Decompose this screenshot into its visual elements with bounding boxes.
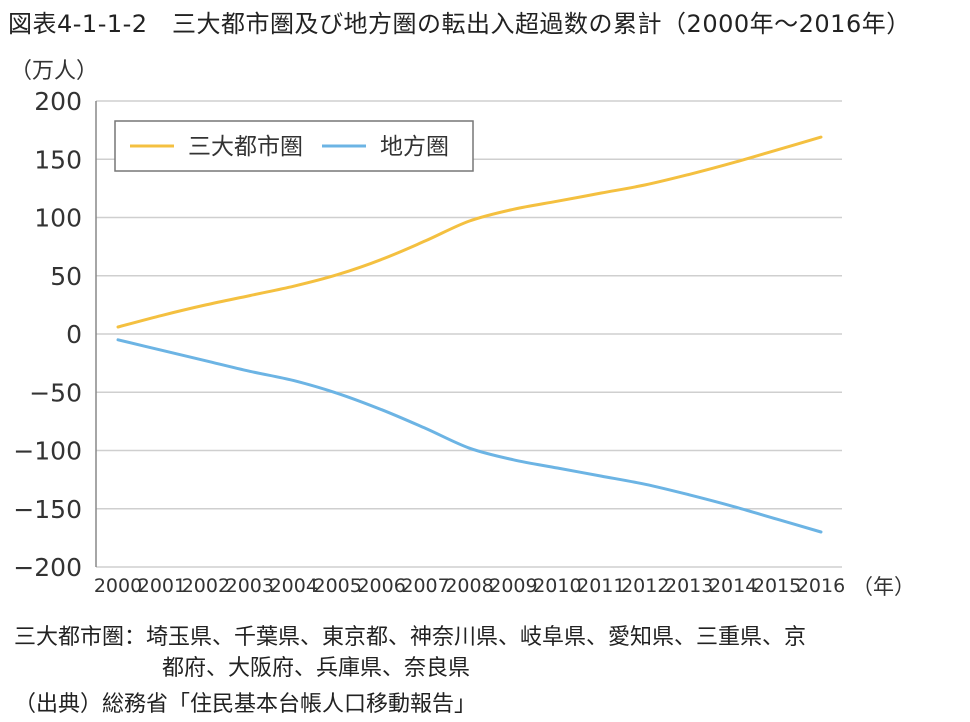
y-tick-label: −200 <box>13 553 82 582</box>
x-tick-label: 2001 <box>138 575 186 597</box>
y-tick-label: 100 <box>34 204 82 233</box>
x-tick-label: 2004 <box>270 575 318 597</box>
y-tick-label: 0 <box>66 320 82 349</box>
x-tick-label: 2003 <box>226 575 274 597</box>
series-line-1 <box>116 338 823 534</box>
legend-box <box>114 120 474 172</box>
legend-label-0: 三大都市圏 <box>188 134 303 160</box>
source-note: （出典）総務省「住民基本台帳人口移動報告」 <box>14 692 477 717</box>
x-tick-label: 2009 <box>489 575 537 597</box>
x-axis-unit-label: （年） <box>852 575 915 599</box>
region-note-line1: 三大都市圏：埼玉県、千葉県、東京都、神奈川県、岐阜県、愛知県、三重県、京 <box>14 625 807 650</box>
y-tick-label: 50 <box>50 262 82 291</box>
y-axis-unit-label: （万人） <box>10 59 98 84</box>
region-note-line2: 都府、大阪府、兵庫県、奈良県 <box>162 656 471 681</box>
x-tick-label: 2000 <box>94 575 142 597</box>
y-tick-label: −50 <box>29 378 82 407</box>
x-tick-label: 2008 <box>445 575 493 597</box>
y-tick-label: 200 <box>34 87 82 116</box>
x-tick-label: 2014 <box>709 575 757 597</box>
x-tick-label: 2011 <box>577 575 625 597</box>
x-tick-label: 2010 <box>533 575 581 597</box>
x-tick-label: 2005 <box>314 575 362 597</box>
y-tick-label: −100 <box>13 437 82 466</box>
x-tick-label: 2002 <box>182 575 230 597</box>
chart-title: 図表4-1-1-2 三大都市圏及び地方圏の転出入超過数の累計（2000年～201… <box>8 10 911 38</box>
x-tick-label: 2016 <box>797 575 845 597</box>
series-line-0 <box>116 135 823 329</box>
x-tick-label: 2006 <box>357 575 405 597</box>
y-tick-label: −150 <box>13 495 82 524</box>
x-tick-label: 2015 <box>753 575 801 597</box>
y-tick-label: 150 <box>34 145 82 174</box>
legend-label-1: 地方圏 <box>380 134 449 160</box>
x-tick-label: 2007 <box>401 575 449 597</box>
x-tick-label: 2013 <box>665 575 713 597</box>
legend: 三大都市圏 地方圏 <box>114 120 474 172</box>
x-tick-label: 2012 <box>621 575 669 597</box>
